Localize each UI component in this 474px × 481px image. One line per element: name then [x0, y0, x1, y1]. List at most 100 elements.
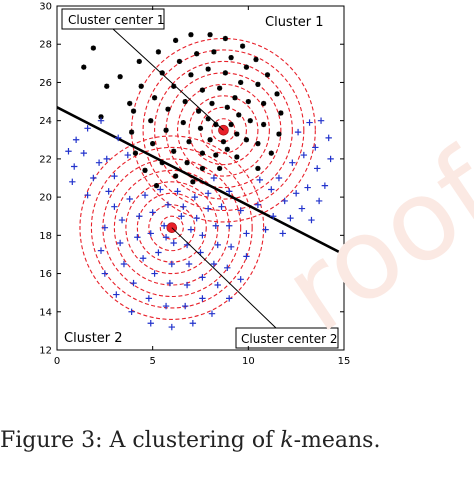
cluster-2-point	[314, 165, 321, 172]
cluster-1-point	[261, 121, 267, 128]
cluster-2-point	[210, 260, 218, 268]
cluster-2-point	[308, 216, 315, 224]
cluster-1-point	[205, 116, 211, 122]
center-2-label: Cluster center 2	[241, 332, 337, 346]
cluster-2-point	[168, 323, 175, 331]
cluster-1-point	[142, 167, 148, 173]
contour-ring-1-3	[188, 95, 259, 166]
cluster-1-point	[205, 66, 211, 72]
cluster-1-point	[186, 139, 192, 145]
cluster-1-point	[213, 152, 219, 158]
y-tick-label: 20	[39, 193, 52, 204]
kmeans-figure: Cluster center 1 Cluster center 2 Cluste…	[39, 2, 350, 368]
cluster-2-point	[185, 260, 193, 268]
cluster-1-point	[90, 45, 96, 51]
y-tick-label: 24	[39, 116, 52, 127]
cluster-1-point	[245, 98, 251, 105]
cluster-1-point	[130, 108, 137, 114]
cluster-2-point	[208, 310, 216, 317]
contour-ring-2-8	[79, 135, 265, 320]
cluster-1-point	[138, 83, 144, 89]
cluster-2-point	[69, 178, 76, 186]
cluster-1-point	[188, 72, 194, 78]
cluster-2-point	[95, 159, 103, 166]
cluster-2-point	[145, 295, 153, 302]
cluster-1-point	[132, 150, 139, 156]
cluster-1-point	[155, 49, 162, 55]
cluster-2-point	[294, 128, 302, 136]
decision-boundary-line	[57, 106, 344, 256]
cluster-2-point	[155, 249, 162, 256]
cluster-1-point	[151, 95, 158, 101]
cluster-1-point	[199, 87, 206, 93]
cluster-2-point	[270, 213, 277, 220]
cluster-2-point	[214, 281, 221, 289]
center-1-label-box	[61, 8, 165, 30]
cluster-2-point	[103, 155, 110, 163]
cluster-1-point	[153, 183, 160, 189]
cluster-2-point	[281, 197, 288, 205]
cluster-1-point	[213, 121, 219, 128]
cluster-2-point	[71, 163, 78, 170]
cluster-1-point	[104, 83, 110, 89]
cluster-2-point	[157, 186, 164, 193]
cluster-1-point	[236, 112, 242, 118]
cluster-1-point	[199, 150, 206, 156]
cluster-1-point	[276, 131, 282, 137]
cluster-2-point	[130, 279, 137, 287]
cluster-1-point	[182, 98, 188, 105]
cluster-2-point	[101, 224, 109, 231]
cluster-1-point	[190, 179, 196, 185]
y-tick-label: 22	[39, 154, 52, 165]
cluster-1-point	[222, 35, 228, 42]
cluster-2-point	[191, 193, 198, 201]
cluster-2-point	[256, 176, 264, 184]
x-tick-label: 0	[54, 356, 60, 367]
cluster-2-point	[325, 134, 332, 142]
cluster-1-point	[197, 125, 204, 131]
cluster-2-point	[321, 182, 329, 189]
cluster-1-point	[117, 74, 123, 80]
cluster-2-point	[226, 295, 233, 302]
cluster-2-point	[97, 247, 105, 254]
cluster-1-point	[217, 165, 223, 172]
cluster-1-point	[165, 106, 171, 112]
cluster-2-point	[116, 239, 124, 247]
cluster-2-point	[147, 320, 154, 327]
figure-caption: Figure 3: A clustering of k-means.	[0, 428, 474, 453]
cluster-1-point	[150, 141, 156, 147]
cluster-2-point	[298, 205, 306, 212]
cluster-2-point	[204, 190, 212, 197]
cluster-2-point	[254, 201, 262, 208]
cluster-2-point	[300, 151, 308, 159]
cluster-1-point	[176, 58, 183, 65]
cluster-2-point	[174, 188, 181, 195]
cluster-2-point	[118, 216, 126, 224]
cluster-2-point	[312, 144, 319, 151]
decision-boundary-layer	[57, 106, 344, 256]
cluster-2-point	[149, 209, 156, 216]
cluster-1-point	[255, 165, 261, 172]
cluster-2-point	[262, 226, 269, 233]
cluster-2-point	[147, 230, 154, 237]
cluster-1-point	[253, 56, 259, 63]
y-tick-label: 14	[39, 307, 52, 318]
cluster-1-point	[98, 114, 104, 120]
cluster-2-point	[243, 253, 250, 260]
cluster-2-label: Cluster 2	[64, 331, 123, 346]
cluster-2-point	[227, 243, 235, 250]
cluster-1-point	[207, 32, 213, 38]
y-tick-label: 26	[39, 78, 52, 89]
contour-ring-2-4	[125, 181, 219, 275]
cluster-1-point	[234, 154, 240, 160]
cluster-2-point	[287, 214, 294, 222]
cluster-1-point	[195, 108, 202, 114]
data-points-layer	[65, 32, 334, 331]
cluster-2-point	[212, 222, 220, 229]
y-tick-label: 30	[39, 2, 52, 13]
cluster-1-point	[228, 55, 234, 61]
cluster-2-point	[279, 230, 286, 237]
cluster-1-point	[238, 79, 244, 86]
annotation-layer: Cluster center 1 Cluster center 2 Cluste…	[61, 8, 339, 349]
cluster-2-point	[111, 172, 118, 180]
